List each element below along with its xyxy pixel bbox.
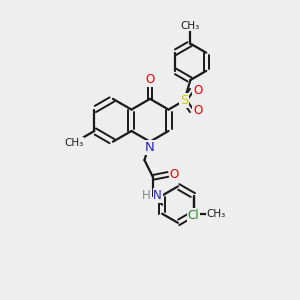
Text: CH₃: CH₃	[64, 138, 83, 148]
Text: O: O	[169, 168, 178, 181]
Text: N: N	[145, 141, 155, 154]
Text: O: O	[193, 84, 202, 97]
Text: N: N	[153, 189, 162, 202]
Text: O: O	[193, 104, 202, 117]
Text: Cl: Cl	[188, 209, 200, 222]
Text: CH₃: CH₃	[206, 209, 225, 219]
Text: S: S	[180, 94, 188, 107]
Text: O: O	[146, 73, 154, 86]
Text: CH₃: CH₃	[181, 20, 200, 31]
Text: H: H	[142, 189, 151, 202]
